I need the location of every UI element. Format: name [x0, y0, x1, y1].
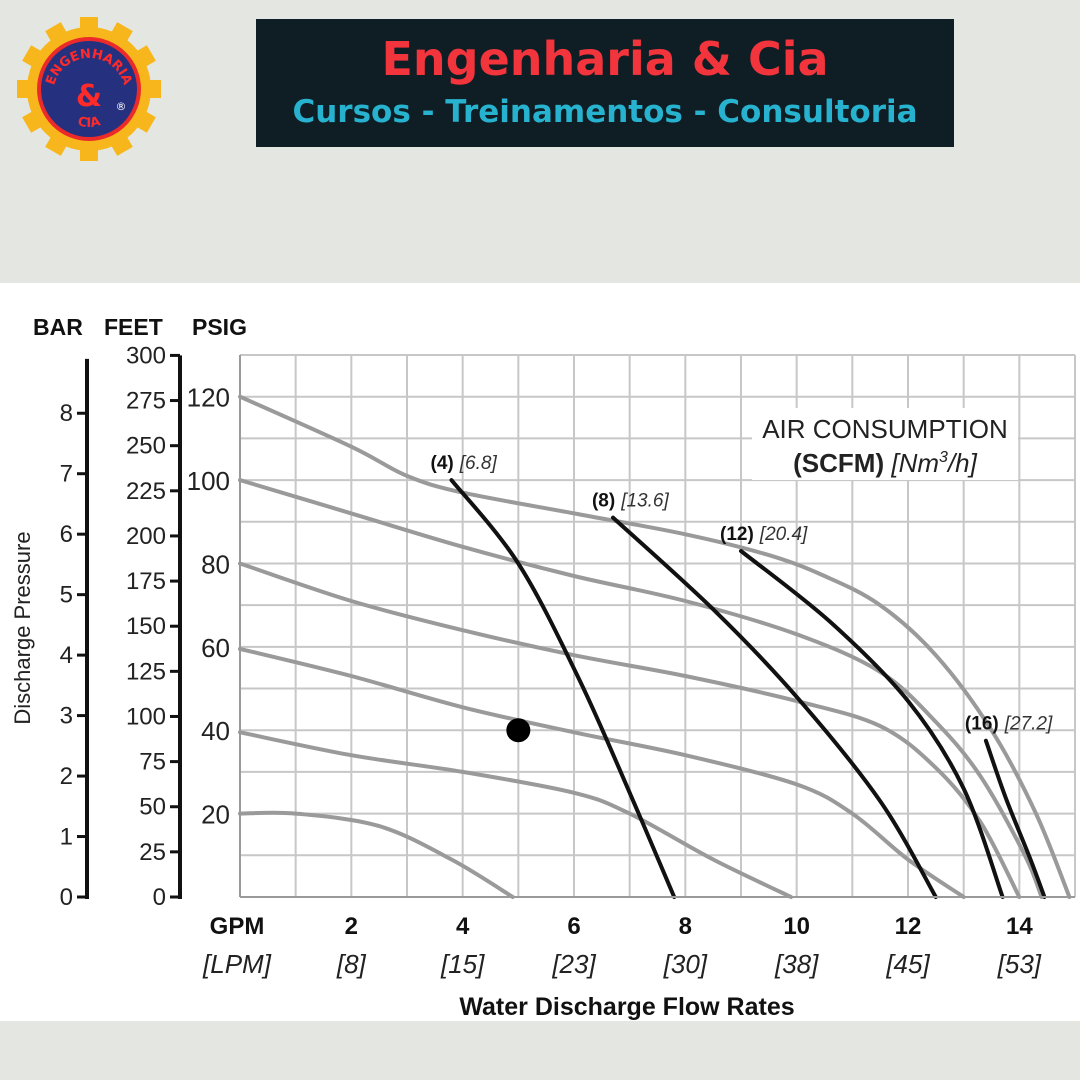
air-consumption-curve: [739, 549, 1005, 899]
x-tick-label-gpm: 10: [783, 913, 810, 940]
banner-subtitle: Cursos - Treinamentos - Consultoria: [292, 94, 918, 130]
x-tick-label-lpm: [38]: [774, 949, 819, 979]
air-curve-label-scfm: (4): [431, 453, 454, 474]
air-curve-label-nm3h: [27.2]: [1004, 714, 1053, 735]
psig-tick-label: 100: [187, 466, 230, 496]
x-tick-label-lpm: [45]: [885, 949, 930, 979]
feet-tick-label: 225: [126, 478, 166, 505]
pressure-curves: [238, 394, 1072, 899]
x-unit-label-gpm: GPM: [210, 913, 265, 940]
logo-registered-mark: ®: [116, 100, 127, 113]
psig-tick-label: 60: [201, 633, 230, 663]
feet-tick-label: 275: [126, 388, 166, 415]
x-tick-label-gpm: 12: [895, 913, 922, 940]
chart-panel: 0 1 2 3 4 5 6 7 8 0 25 50 75 100 125 150 175 200 225 250 275…: [0, 283, 1080, 1021]
air-curve-label-nm3h: [20.4]: [759, 524, 808, 545]
feet-tick-label: 50: [139, 794, 166, 821]
legend-units-scfm: (SCFM): [793, 448, 884, 478]
legend-units: (SCFM) [Nm3/h]: [793, 448, 977, 478]
x-axis-title: Water Discharge Flow Rates: [459, 993, 794, 1021]
bar-axis-label: BAR: [33, 314, 83, 340]
air-curve-label-scfm: (16): [965, 714, 999, 735]
chart-axes: 0123456780255075100125150175200225250275…: [60, 342, 1042, 979]
air-curve-label: (4) [6.8]: [431, 453, 498, 474]
air-consumption-curve: [611, 515, 938, 899]
operating-point-marker: [506, 718, 531, 743]
psig-tick-label: 80: [201, 549, 230, 579]
bar-tick-label: 1: [60, 824, 73, 851]
svg-text:CIA: CIA: [76, 114, 102, 131]
air-curve-label-scfm: (8): [592, 491, 615, 512]
pressure-curve: [238, 810, 515, 899]
chart-labels: (4) [6.8] (8) [13.6] (12) [20.4] (16) [27.2]: [431, 453, 1053, 743]
feet-tick-label: 250: [126, 433, 166, 460]
air-curve-label: (16) [27.2]: [965, 714, 1053, 735]
bar-tick-label: 4: [60, 642, 73, 669]
y-axis-title: Discharge Pressure: [10, 531, 35, 724]
bar-tick-label: 6: [60, 521, 73, 548]
x-tick-label-lpm: [30]: [663, 949, 708, 979]
pressure-curve: [238, 646, 966, 899]
logo-text-bottom: CIA: [76, 114, 102, 131]
legend-units-nm3h: [Nm: [890, 448, 939, 478]
air-curve-label-scfm: (12): [720, 524, 754, 545]
feet-tick-label: 75: [139, 749, 166, 776]
feet-tick-label: 175: [126, 568, 166, 595]
x-tick-label-lpm: [8]: [336, 949, 367, 979]
bar-tick-label: 5: [60, 582, 73, 609]
air-consumption-legend: AIR CONSUMPTION (SCFM) [Nm3/h]: [752, 408, 1018, 480]
logo-ampersand: &: [76, 79, 102, 114]
pressure-curve: [238, 478, 1044, 899]
chart-frame: [239, 355, 1075, 898]
bar-tick-label: 2: [60, 763, 73, 790]
feet-tick-label: 100: [126, 703, 166, 730]
feet-tick-label: 300: [126, 342, 166, 369]
feet-tick-label: 150: [126, 613, 166, 640]
x-tick-label-gpm: 4: [456, 913, 470, 940]
x-tick-label-gpm: 8: [679, 913, 692, 940]
psig-tick-label: 20: [201, 800, 230, 830]
feet-axis-label: FEET: [104, 314, 163, 340]
air-consumption-curves: [449, 478, 1047, 899]
psig-axis-label: PSIG: [192, 314, 247, 340]
air-curve-label-nm3h: [13.6]: [620, 491, 669, 512]
x-tick-label-lpm: [15]: [440, 949, 485, 979]
pressure-curve: [238, 561, 1022, 899]
pressure-curve: [238, 394, 1072, 899]
company-logo: ENGENHARIA & CIA ®: [17, 17, 161, 161]
bar-tick-label: 0: [60, 884, 73, 911]
header-banner: Engenharia & Cia Cursos - Treinamentos -…: [256, 19, 954, 147]
x-tick-label-lpm: [53]: [997, 949, 1042, 979]
feet-tick-label: 0: [153, 884, 166, 911]
air-curve-label: (12) [20.4]: [720, 524, 808, 545]
feet-tick-label: 25: [139, 839, 166, 866]
banner-title: Engenharia & Cia: [381, 32, 829, 86]
air-consumption-curve: [449, 478, 677, 899]
psig-tick-label: 40: [201, 716, 230, 746]
feet-tick-label: 200: [126, 523, 166, 550]
legend-units-sup: 3: [939, 449, 948, 466]
logo-gear-icon: [17, 17, 161, 161]
x-unit-label-lpm: [LPM]: [202, 949, 272, 979]
pump-performance-chart: 0123456780255075100125150175200225250275…: [10, 314, 1076, 1021]
psig-tick-label: 120: [187, 383, 230, 413]
x-tick-label-gpm: 6: [567, 913, 580, 940]
air-curve-label: (8) [13.6]: [592, 491, 669, 512]
bar-tick-label: 8: [60, 400, 73, 427]
x-tick-label-lpm: [23]: [551, 949, 596, 979]
bar-tick-label: 3: [60, 703, 73, 730]
x-tick-label-gpm: 14: [1006, 913, 1033, 940]
bar-tick-label: 7: [60, 461, 73, 488]
legend-units-end: /h]: [946, 448, 978, 478]
legend-title: AIR CONSUMPTION: [762, 414, 1008, 444]
air-consumption-curve: [983, 738, 1047, 899]
air-curve-label-nm3h: [6.8]: [459, 453, 498, 474]
x-tick-label-gpm: 2: [345, 913, 358, 940]
pressure-curve: [238, 730, 794, 899]
feet-tick-label: 125: [126, 658, 166, 685]
